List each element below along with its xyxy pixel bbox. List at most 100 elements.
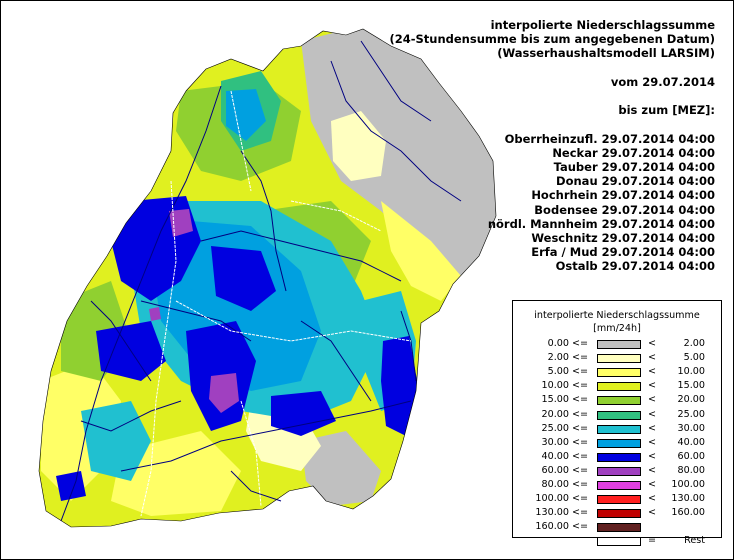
- legend-max: 80.00: [677, 464, 705, 476]
- legend: interpolierte Niederschlagssumme [mm/24h…: [512, 300, 722, 547]
- field-purple-north: [169, 209, 193, 237]
- legend-op: <=: [572, 394, 589, 406]
- legend-op: <: [648, 408, 657, 420]
- legend-max: 20.00: [677, 394, 705, 406]
- legend-swatch: [597, 396, 641, 406]
- legend-min: 2.00: [547, 352, 569, 364]
- legend-row: 30.00 <= <40.00: [513, 437, 721, 450]
- boundary: [230, 90, 252, 192]
- legend-swatch: [597, 509, 641, 519]
- legend-row: 2.00 <= <5.00: [513, 352, 721, 365]
- legend-max: 10.00: [677, 366, 705, 378]
- river: [240, 150, 287, 292]
- field-purple-small: [149, 307, 161, 321]
- field-light-northeast: [331, 111, 386, 181]
- legend-min: 40.00: [541, 450, 569, 462]
- title-line-3: (Wasserhaushaltsmodell LARSIM): [497, 46, 715, 61]
- until-line: bis zum [MEZ]:: [618, 103, 715, 118]
- legend-rest-label: Rest: [684, 535, 705, 547]
- legend-op: <=: [572, 338, 589, 349]
- legend-unit: [mm/24h]: [593, 323, 641, 334]
- legend-swatch: [597, 424, 641, 434]
- legend-min: 160.00: [535, 521, 569, 533]
- legend-op: <=: [572, 380, 589, 392]
- legend-op: =: [648, 535, 657, 547]
- legend-op: <: [648, 366, 657, 378]
- legend-swatch: [597, 495, 641, 505]
- legend-row: 60.00 <= <80.00: [513, 465, 721, 478]
- legend-min: 100.00: [535, 493, 569, 505]
- legend-row: 10.00 <= <15.00: [513, 380, 721, 393]
- legend-swatch: [597, 537, 641, 547]
- legend-op: <: [648, 479, 657, 490]
- field-no-data-southeast: [301, 431, 381, 506]
- basin-entry: Hochrhein 29.07.2014 04:00: [531, 188, 715, 203]
- field-darkblue-center: [211, 246, 276, 311]
- legend-row: 130.00 <= <160.00: [513, 507, 721, 520]
- field-purple-south: [209, 373, 239, 413]
- date-line: vom 29.07.2014: [610, 74, 715, 89]
- river-network: [60, 40, 462, 522]
- river: [80, 400, 182, 432]
- legend-max: 5.00: [683, 352, 705, 364]
- legend-op: <=: [572, 366, 589, 378]
- basin-entry: nördl. Mannheim 29.07.2014 04:00: [487, 216, 715, 231]
- boundary: [140, 180, 177, 517]
- legend-op: <: [648, 507, 657, 519]
- river: [140, 300, 252, 342]
- legend-op: <=: [572, 464, 589, 476]
- basin-entry: Bodensee 29.07.2014 04:00: [534, 202, 715, 217]
- legend-max: 15.00: [677, 380, 705, 392]
- legend-row: 25.00 <= <30.00: [513, 423, 721, 436]
- legend-min: 130.00: [535, 507, 569, 519]
- legend-op: <=: [572, 479, 589, 490]
- legend-swatch: [597, 523, 641, 533]
- legend-max: 60.00: [677, 450, 705, 462]
- river: [360, 40, 432, 122]
- river: [200, 230, 402, 282]
- legend-op: <: [648, 338, 657, 349]
- field-darkblue-east: [381, 336, 419, 436]
- legend-swatch: [597, 410, 641, 420]
- basin-list: Oberrheinzufl. 29.07.2014 04:00 Neckar 29…: [375, 132, 715, 274]
- legend-op: <: [648, 464, 657, 476]
- legend-op: <=: [572, 521, 589, 533]
- legend-row-rest: = Rest: [513, 535, 721, 548]
- legend-swatch: [597, 354, 641, 364]
- legend-op: <=: [572, 352, 589, 364]
- title-line-1: interpolierte Niederschlagssumme: [490, 18, 715, 32]
- field-yellow-east: [381, 201, 461, 301]
- boundary: [290, 200, 382, 232]
- legend-swatch: [597, 382, 641, 392]
- legend-min: 5.00: [547, 366, 569, 378]
- river: [90, 300, 152, 382]
- legend-max: 30.00: [677, 422, 705, 434]
- legend-op: <: [648, 450, 657, 462]
- legend-row: 80.00 <= <100.00: [513, 479, 721, 492]
- legend-swatch: [597, 481, 641, 490]
- legend-op: <=: [572, 408, 589, 420]
- legend-min: 80.00: [541, 479, 569, 490]
- river: [120, 400, 412, 472]
- legend-row: 100.00 <= <130.00: [513, 493, 721, 506]
- legend-op: <=: [572, 422, 589, 434]
- legend-swatch: [597, 466, 641, 476]
- legend-row: 0.00 <= <2.00: [513, 338, 721, 351]
- legend-max: 2.00: [683, 338, 705, 349]
- legend-op: <: [648, 352, 657, 364]
- basin-entry: Ostalb 29.07.2014 04:00: [555, 259, 715, 274]
- field-cyan-southwest: [81, 401, 151, 481]
- catchment-boundaries: [140, 90, 412, 517]
- legend-swatch: [597, 452, 641, 462]
- legend-min: 60.00: [541, 464, 569, 476]
- river: [330, 60, 462, 202]
- legend-row: 20.00 <= <25.00: [513, 409, 721, 422]
- boundary: [240, 400, 262, 507]
- legend-op: <=: [572, 493, 589, 505]
- legend-min: 10.00: [541, 380, 569, 392]
- basin-entry: Donau 29.07.2014 04:00: [556, 174, 715, 189]
- basin-entry: Neckar 29.07.2014 04:00: [552, 145, 715, 160]
- title-line-2: (24-Stundensumme bis zum angegebenen Dat…: [389, 32, 715, 47]
